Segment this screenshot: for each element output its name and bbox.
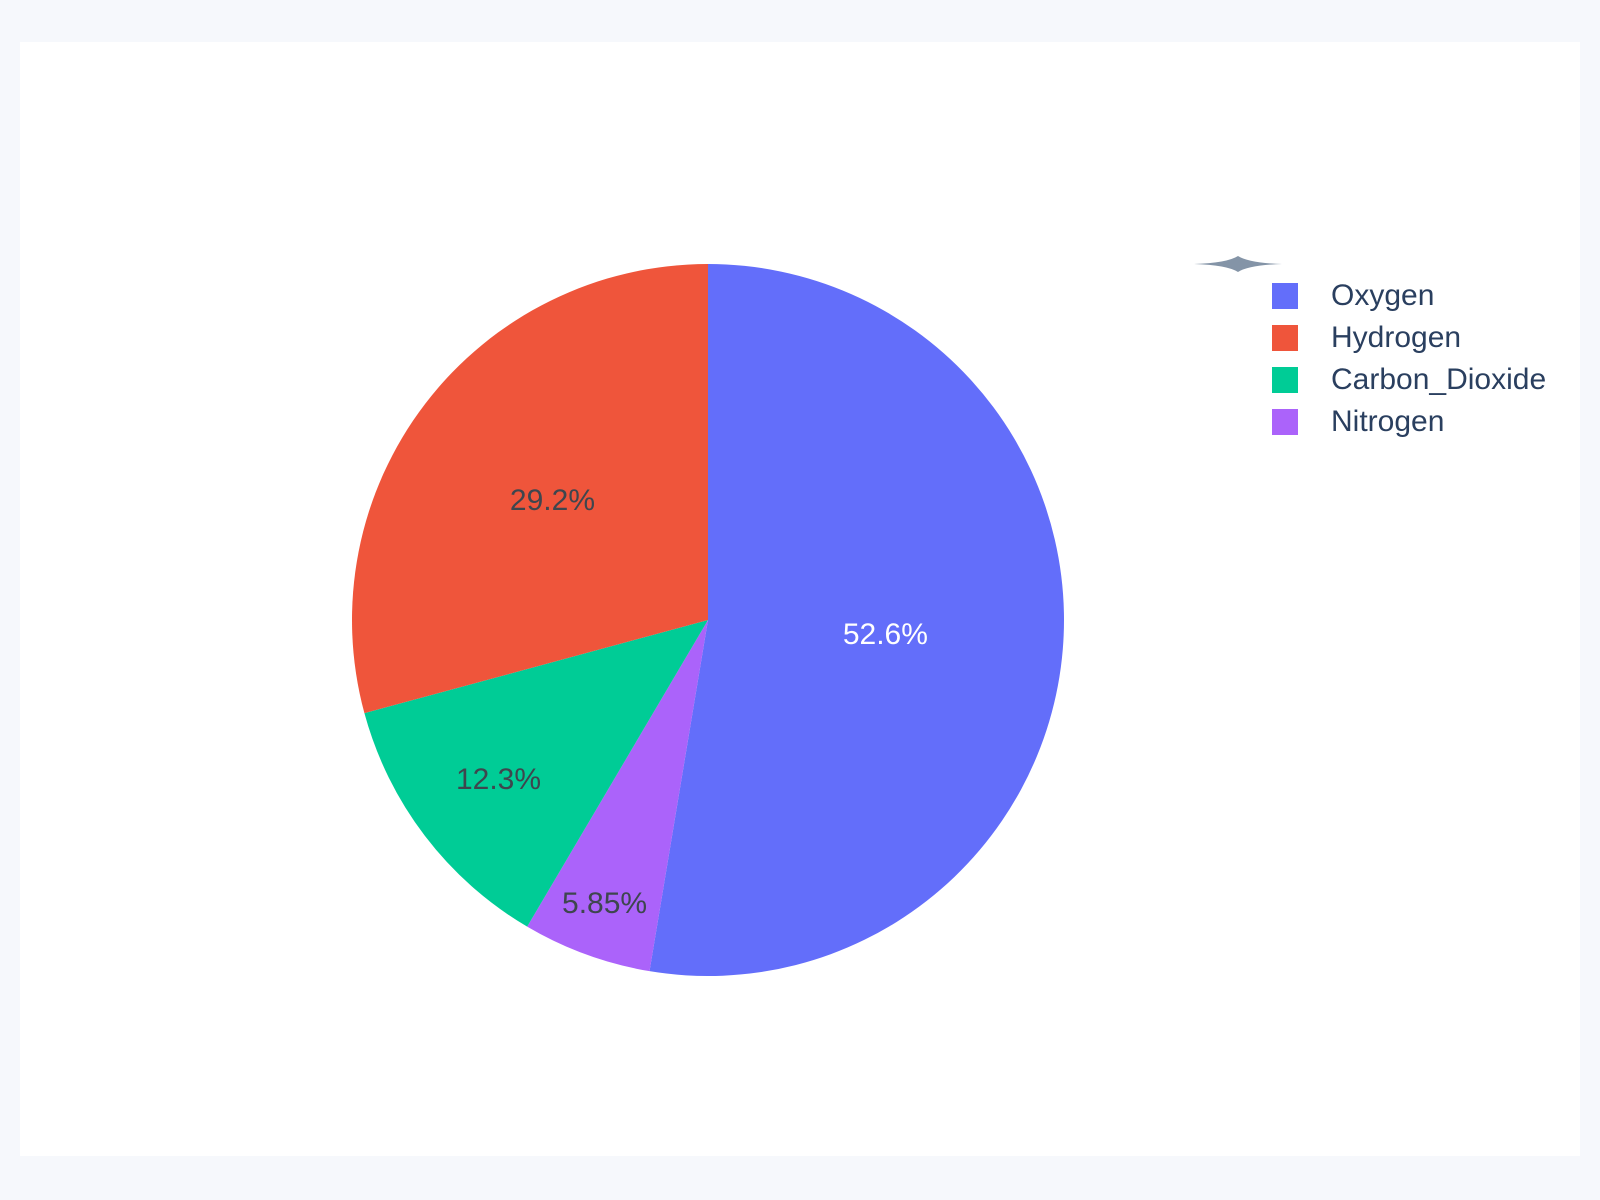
legend-swatch-oxygen <box>1272 283 1298 309</box>
pie-slice-hydrogen[interactable] <box>352 264 708 714</box>
legend-label-hydrogen: Hydrogen <box>1331 321 1462 354</box>
legend-label-nitrogen: Nitrogen <box>1331 405 1445 438</box>
pie-slice-oxygen[interactable] <box>649 264 1064 976</box>
legend-item-hydrogen[interactable]: Hydrogen <box>1272 317 1546 359</box>
legend-label-carbon_dioxide: Carbon_Dioxide <box>1331 363 1547 396</box>
pie-chart: 52.6% 5.85% 12.3% 29.2% <box>352 264 1064 976</box>
legend-item-carbon_dioxide[interactable]: Carbon_Dioxide <box>1272 359 1546 401</box>
legend-swatch-hydrogen <box>1272 325 1298 351</box>
pie-slice-carbon_dioxide[interactable] <box>364 620 708 927</box>
pie-slice-nitrogen[interactable] <box>527 620 708 972</box>
pie-svg <box>352 264 1064 976</box>
legend-swatch-nitrogen <box>1272 409 1298 435</box>
legend-item-nitrogen[interactable]: Nitrogen <box>1272 401 1546 443</box>
plotly-logo-icon[interactable] <box>1194 256 1282 272</box>
legend-item-oxygen[interactable]: Oxygen <box>1272 275 1546 317</box>
legend: Oxygen Hydrogen Carbon_Dioxide Nitrogen <box>1272 275 1546 443</box>
legend-swatch-carbon_dioxide <box>1272 367 1298 393</box>
plotly-logo-glyph <box>1194 256 1282 272</box>
legend-label-oxygen: Oxygen <box>1331 279 1435 312</box>
chart-card: 52.6% 5.85% 12.3% 29.2% Oxygen Hydrogen Carbo… <box>20 42 1580 1156</box>
